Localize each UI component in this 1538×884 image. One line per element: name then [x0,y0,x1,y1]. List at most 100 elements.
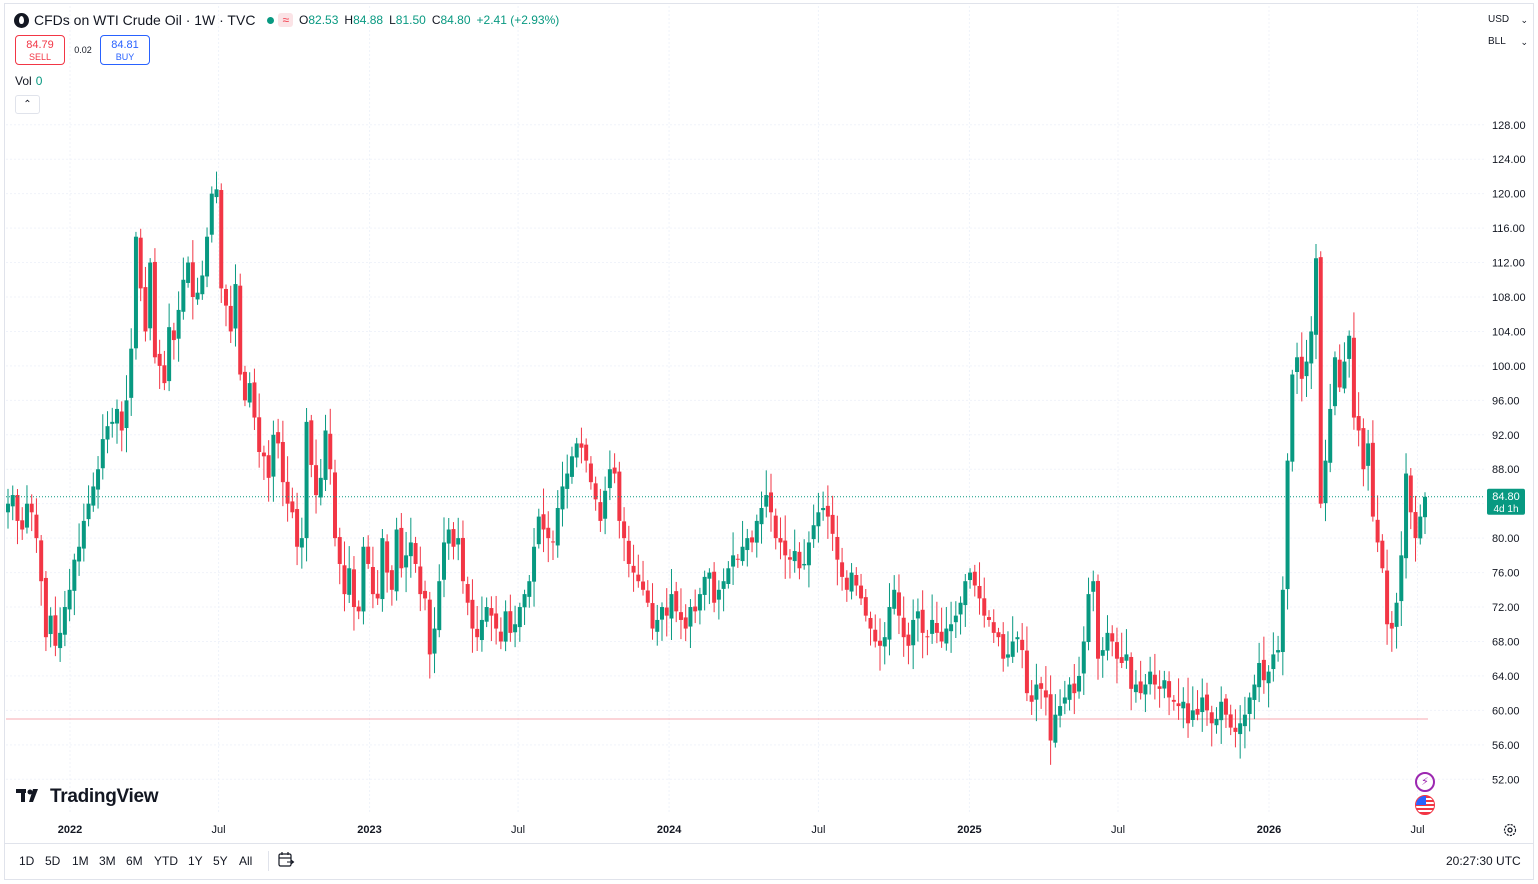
candle-body [987,617,991,620]
candle-body [62,607,67,635]
range-button-3m[interactable]: 3M [99,854,116,868]
range-button-1d[interactable]: 1D [19,854,35,868]
range-button-5d[interactable]: 5D [45,854,61,868]
tradingview-logo[interactable]: TradingView [16,786,159,808]
candle-body [399,527,404,569]
candle-body [1337,359,1342,388]
candle-body [1332,357,1337,407]
x-tick-label: 2022 [58,824,82,836]
sell-button[interactable]: 84.79 SELL [15,35,65,65]
candle-body [1143,684,1148,695]
candle-body [612,467,617,474]
candle-body [536,516,541,545]
collapse-legend-button[interactable]: ⌃ [15,95,40,114]
y-tick-label: 108.00 [1492,292,1526,304]
candle-body [1257,663,1262,688]
candle-body [285,481,290,504]
candle-body [584,444,589,461]
candle-body [442,542,446,580]
candle-body [1114,642,1119,659]
candle-body [314,465,319,496]
candle-body [205,236,210,277]
candle-body [754,520,759,543]
candle-body [982,598,987,616]
candle-body [1005,654,1010,658]
range-button-5y[interactable]: 5Y [213,854,228,868]
candle-body [1214,718,1219,726]
lightning-icon[interactable]: ⚡ [1415,772,1435,792]
approx-icon[interactable]: ≈ [278,13,294,27]
candle-body [1001,634,1006,659]
candle-body [1361,428,1366,470]
unit-selector[interactable]: BLL ⌄ [1488,32,1532,52]
candle-body [456,538,461,545]
candle-body [1138,681,1143,694]
range-button-all[interactable]: All [239,854,253,868]
candle-body [498,631,503,642]
candle-body [1418,516,1423,539]
candle-body [806,542,811,566]
market-status-icon[interactable] [267,16,275,24]
candle-body [915,611,920,619]
candle-body [110,421,115,424]
candle-body [1148,671,1153,685]
us-flag-icon[interactable] [1415,795,1435,815]
candle-body [119,411,124,431]
y-tick-label: 104.00 [1492,326,1526,338]
candle-body [598,502,603,521]
candle-body [664,607,669,616]
candle-body [1195,708,1200,715]
candle-body [333,472,337,539]
candle-body [593,483,598,500]
candle-body [840,562,845,577]
candle-body [465,584,470,603]
buy-price: 84.81 [111,39,139,51]
calendar-range-icon[interactable] [277,851,295,869]
candle-body [953,615,958,623]
range-button-1y[interactable]: 1Y [188,854,203,868]
range-button-1m[interactable]: 1M [72,854,89,868]
range-button-ytd[interactable]: YTD [154,854,178,868]
candle-body [631,565,636,573]
candle-body [408,542,413,557]
candle-body [39,540,44,582]
candle-body [190,262,195,297]
candle-body [1380,540,1385,569]
symbol-title[interactable]: CFDs on WTI Crude Oil · 1W · TVC [34,12,256,28]
candle-body [688,607,693,627]
candle-body [925,636,930,638]
candle-body [1285,460,1290,590]
candle-body [1318,257,1323,504]
candle-body [176,309,181,339]
candle-body [1389,622,1394,629]
gear-icon[interactable] [1502,822,1518,838]
legend-header[interactable]: CFDs on WTI Crude Oil · 1W · TVC ≈ O82.5… [14,10,559,30]
range-button-6m[interactable]: 6M [126,854,143,868]
utc-clock[interactable]: 20:27:30 UTC [1446,854,1521,868]
candle-body [115,408,119,424]
candle-body [413,543,418,564]
candle-body [712,571,717,603]
candle-body [385,541,390,573]
volume-label: Vol [15,74,32,88]
volume-legend[interactable]: Vol 0 [15,74,42,88]
candle-body [1238,723,1243,735]
candle-body [1010,641,1015,657]
candle-body [835,536,840,560]
candle-body [740,546,745,562]
candle-body [1058,706,1063,716]
candle-body [693,606,698,612]
candle-body [778,538,783,543]
currency-selector[interactable]: USD ⌄ [1488,10,1532,30]
candle-body [337,537,342,564]
candle-body [1223,698,1228,715]
candle-body [96,469,101,490]
candle-body [1351,337,1356,418]
x-tick-label: 2025 [957,824,981,836]
candle-body [579,443,584,448]
candle-body [887,607,892,640]
buy-button[interactable]: 84.81 BUY [100,35,150,65]
candle-body [437,581,442,631]
y-tick-label: 88.00 [1492,464,1520,476]
